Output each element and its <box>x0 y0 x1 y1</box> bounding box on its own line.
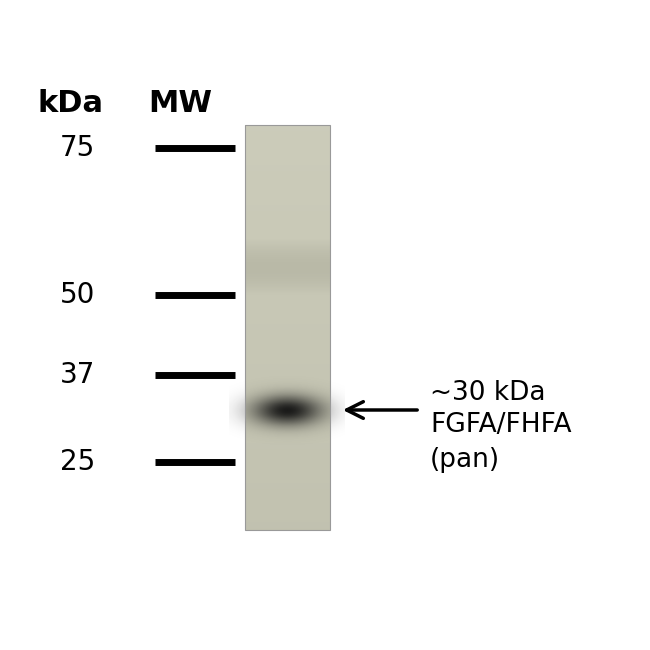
Text: MW: MW <box>148 88 212 118</box>
Text: 75: 75 <box>60 134 95 162</box>
Bar <box>245 125 330 530</box>
Text: FGFA/FHFA: FGFA/FHFA <box>430 412 571 438</box>
Text: 25: 25 <box>60 448 95 476</box>
Text: 50: 50 <box>60 281 95 309</box>
Text: (pan): (pan) <box>430 447 500 473</box>
Text: 37: 37 <box>60 361 95 389</box>
Text: kDa: kDa <box>38 88 104 118</box>
Text: ~30 kDa: ~30 kDa <box>430 380 545 406</box>
